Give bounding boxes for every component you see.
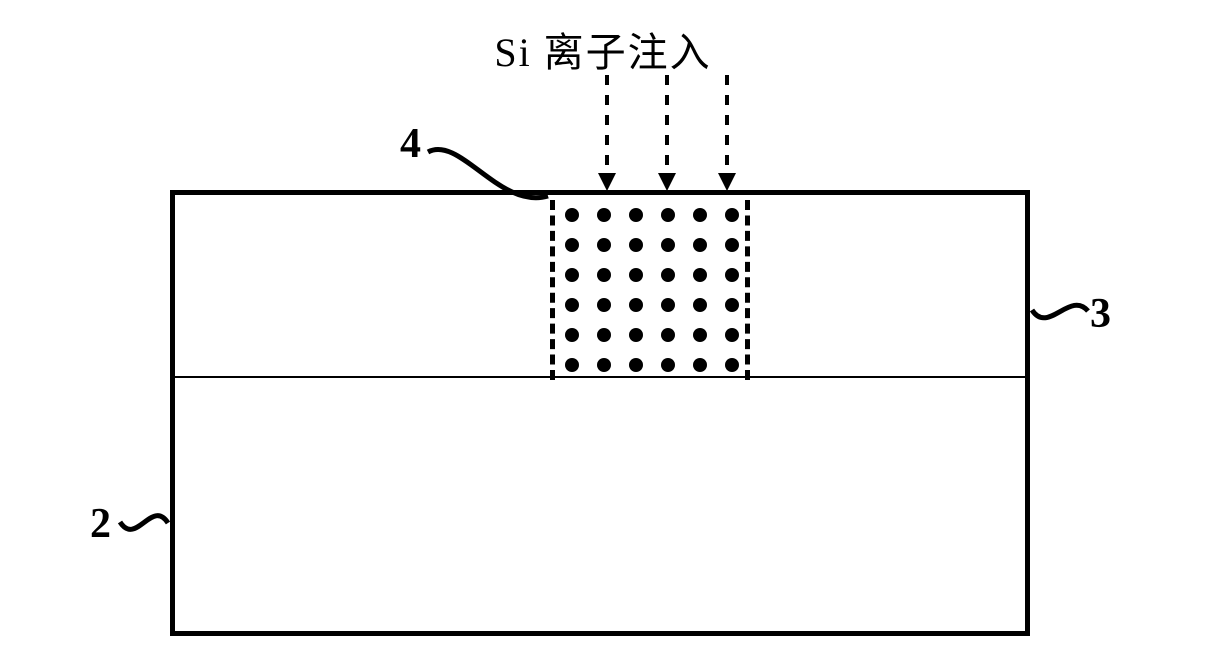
leader-2 <box>0 0 1206 670</box>
